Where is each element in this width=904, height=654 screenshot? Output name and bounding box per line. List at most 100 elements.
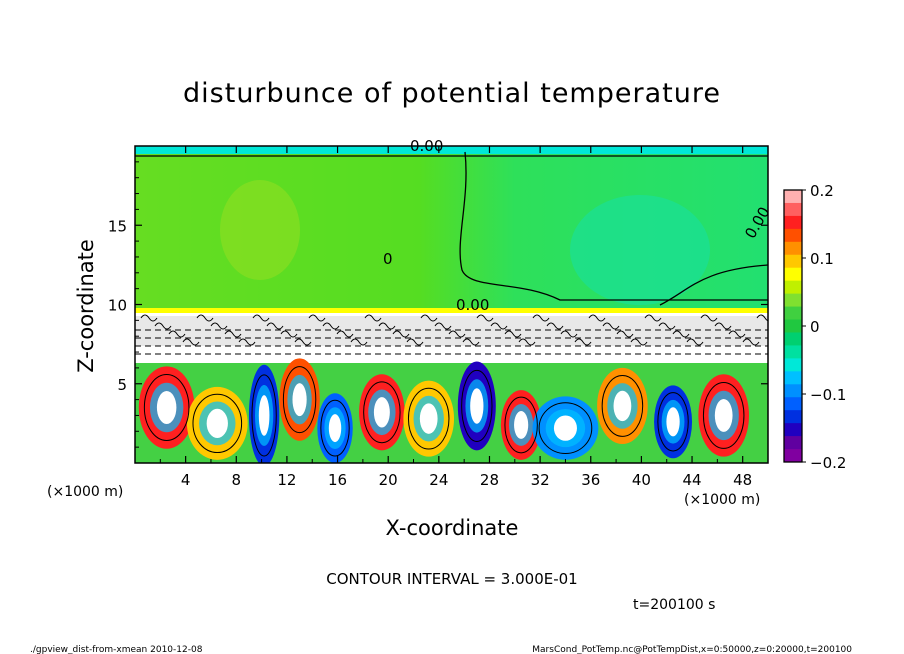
disturbance-cell-core xyxy=(666,407,680,437)
colorbar-tick-label: 0.2 xyxy=(810,182,834,200)
contour-lines xyxy=(135,151,768,457)
colorbar-swatch xyxy=(784,306,802,321)
y-axis: 5 10 15 xyxy=(108,161,768,448)
colorbar-swatch xyxy=(784,436,802,450)
contour-line xyxy=(363,381,401,444)
colorbar-swatch xyxy=(784,280,802,295)
x-unit-left: (×1000 m) xyxy=(47,484,123,500)
colorbar-tick-label: 0 xyxy=(810,318,820,336)
colorbar-swatch xyxy=(784,332,802,346)
contour-line xyxy=(658,322,676,330)
contour-line xyxy=(238,338,256,346)
contour-line xyxy=(574,338,592,346)
contour-line xyxy=(154,322,172,330)
colorbar-swatch xyxy=(784,345,802,359)
x-axis-label: X-coordinate xyxy=(386,516,519,540)
colorbar-swatch xyxy=(784,358,802,372)
contour-line xyxy=(756,314,768,322)
upper-cyan-strip xyxy=(135,146,768,154)
upper-cyan-patch xyxy=(570,195,710,305)
contour-line xyxy=(659,264,768,306)
contour-line xyxy=(406,338,424,346)
chart-title: disturbunce of potential temperature xyxy=(183,78,721,109)
disturbance-cell-core xyxy=(258,395,270,436)
disturbance-cell-core xyxy=(206,408,228,438)
colorbar-tick-label: −0.1 xyxy=(810,386,846,404)
contour-line xyxy=(490,322,508,330)
x-tick-label: 40 xyxy=(632,471,651,489)
y-tick-label: 10 xyxy=(108,297,127,315)
colorbar-tick-label: 0.1 xyxy=(810,250,834,268)
contour-line xyxy=(644,314,662,322)
contour-line xyxy=(546,322,564,330)
contour-line xyxy=(459,151,768,301)
colorbar-swatch xyxy=(784,397,802,411)
yellow-band xyxy=(135,308,768,313)
time-label: t=200100 s xyxy=(633,597,715,613)
y-tick-label: 5 xyxy=(117,376,127,394)
contour-line xyxy=(143,374,190,441)
contour-line xyxy=(686,338,704,346)
contour-line xyxy=(336,330,354,338)
colorbar-swatch xyxy=(784,215,802,230)
disturbance-cell-core xyxy=(292,383,307,417)
contour-line xyxy=(294,338,312,346)
disturbance-cell-core xyxy=(419,403,438,434)
contour-line xyxy=(168,330,186,338)
contour-line xyxy=(630,338,648,346)
contour-line xyxy=(448,330,466,338)
colorbar-swatch xyxy=(784,228,802,243)
contour-line xyxy=(476,314,494,322)
contour-line xyxy=(700,314,718,322)
contour-label-mid: 0.00 xyxy=(456,296,489,314)
contour-line xyxy=(657,392,689,452)
contour-label-top: 0.00 xyxy=(410,137,443,155)
contour-line xyxy=(702,381,745,449)
colorbar-swatch xyxy=(784,449,802,463)
contour-line xyxy=(280,330,298,338)
contour-line xyxy=(504,330,522,338)
contour-line xyxy=(322,322,340,330)
colorbar-swatch xyxy=(784,293,802,308)
contour-line xyxy=(461,369,493,442)
plot-area xyxy=(135,146,768,463)
x-tick-label: 36 xyxy=(581,471,600,489)
disturbance-cell-core xyxy=(553,415,577,441)
colorbar-swatch xyxy=(784,190,802,204)
contour-label-left: 0 xyxy=(383,250,393,268)
x-tick-label: 28 xyxy=(480,471,499,489)
contour-line xyxy=(308,314,326,322)
x-tick-label: 4 xyxy=(181,471,191,489)
contour-line xyxy=(224,330,242,338)
contour-line xyxy=(196,314,214,322)
y-tick-label: 15 xyxy=(108,217,127,235)
colorbar: 0.2 0.1 0 −0.1 −0.2 xyxy=(783,182,846,472)
contour-line xyxy=(714,322,732,330)
contour-line xyxy=(588,314,606,322)
contour-line xyxy=(504,396,538,454)
x-tick-label: 16 xyxy=(328,471,347,489)
x-tick-label: 24 xyxy=(429,471,448,489)
x-tick-label: 32 xyxy=(531,471,550,489)
contour-line xyxy=(538,402,593,454)
contour-line xyxy=(392,330,410,338)
contour-line xyxy=(282,366,317,434)
colorbar-swatch xyxy=(784,410,802,424)
contour-line xyxy=(518,338,536,346)
contour-line xyxy=(378,322,396,330)
contour-line xyxy=(420,314,438,322)
contour-line xyxy=(210,322,228,330)
x-tick-label: 12 xyxy=(277,471,296,489)
contour-line xyxy=(462,338,480,346)
colorbar-swatch xyxy=(784,241,802,256)
colorbar-swatch xyxy=(784,319,802,333)
x-tick-label: 48 xyxy=(733,471,752,489)
y-axis-label: Z-coordinate xyxy=(74,239,98,373)
disturbance-cell-core xyxy=(373,397,390,428)
colorbar-swatch xyxy=(784,423,802,437)
contour-line xyxy=(140,314,158,322)
contour-line xyxy=(532,314,550,322)
contour-line xyxy=(601,375,644,437)
contour-line xyxy=(616,330,634,338)
contour-line xyxy=(602,322,620,330)
